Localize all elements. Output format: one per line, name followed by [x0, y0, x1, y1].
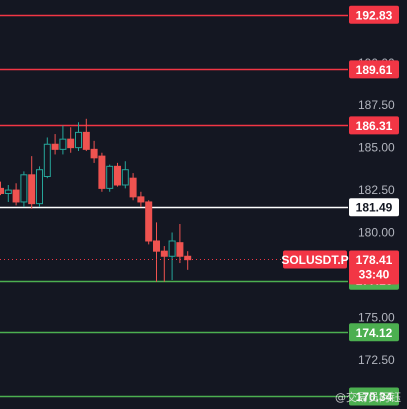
y-tick-label: 187.50	[358, 98, 395, 112]
y-tick-label: 182.50	[358, 183, 395, 197]
y-tick-label: 185.00	[358, 141, 395, 155]
level-tag-support	[349, 387, 399, 406]
level-tag-label: 181.49	[356, 201, 393, 215]
candle-body[interactable]	[121, 169, 129, 186]
candle-body[interactable]	[51, 143, 59, 150]
candle-body[interactable]	[20, 174, 28, 203]
level-tag-pivot	[349, 198, 399, 217]
y-tick-label: 175.00	[358, 310, 395, 324]
symbol-tag	[283, 250, 347, 269]
candle-body[interactable]	[160, 250, 168, 257]
current-price-tag	[349, 250, 399, 285]
candle-body[interactable]	[28, 174, 36, 205]
candle-body[interactable]	[114, 165, 121, 186]
candle-body[interactable]	[4, 189, 12, 194]
candle-body[interactable]	[59, 138, 67, 150]
candle-body[interactable]	[145, 201, 153, 242]
candle-body[interactable]	[176, 242, 184, 257]
candle-body[interactable]	[0, 187, 4, 194]
level-tag-support	[349, 323, 399, 342]
level-tag-resistance	[349, 5, 399, 24]
candle-body[interactable]	[168, 240, 176, 257]
level-tag-label: 170.34	[356, 390, 393, 404]
countdown-label: 33:40	[359, 268, 390, 282]
y-tick-label: 172.50	[358, 353, 395, 367]
candle-body[interactable]	[43, 143, 51, 177]
candle-body[interactable]	[106, 165, 114, 189]
y-tick-label: 180.00	[358, 226, 395, 240]
candle-body[interactable]	[82, 131, 90, 150]
candle-body[interactable]	[12, 189, 20, 203]
watermark-text: @交易员阿钰	[335, 391, 401, 404]
candle-body[interactable]	[67, 138, 75, 149]
candle-body[interactable]	[90, 148, 98, 159]
candle-body[interactable]	[75, 131, 82, 149]
candle-body[interactable]	[184, 255, 192, 261]
level-tag-label: 189.61	[356, 63, 393, 77]
candle-body[interactable]	[98, 155, 106, 189]
candle-body[interactable]	[36, 169, 43, 205]
candle-body[interactable]	[153, 240, 160, 252]
candle-body[interactable]	[129, 177, 137, 198]
level-tag-resistance	[349, 116, 399, 135]
candle-body[interactable]	[137, 196, 145, 203]
current-price-label: 178.41	[356, 253, 393, 267]
level-tag-label: 192.83	[356, 8, 393, 22]
symbol-tag-label: SOLUSDT.P	[281, 253, 348, 267]
level-tag-label: 174.12	[356, 326, 393, 340]
level-tag-resistance	[349, 60, 399, 79]
level-tag-label: 186.31	[356, 119, 393, 133]
